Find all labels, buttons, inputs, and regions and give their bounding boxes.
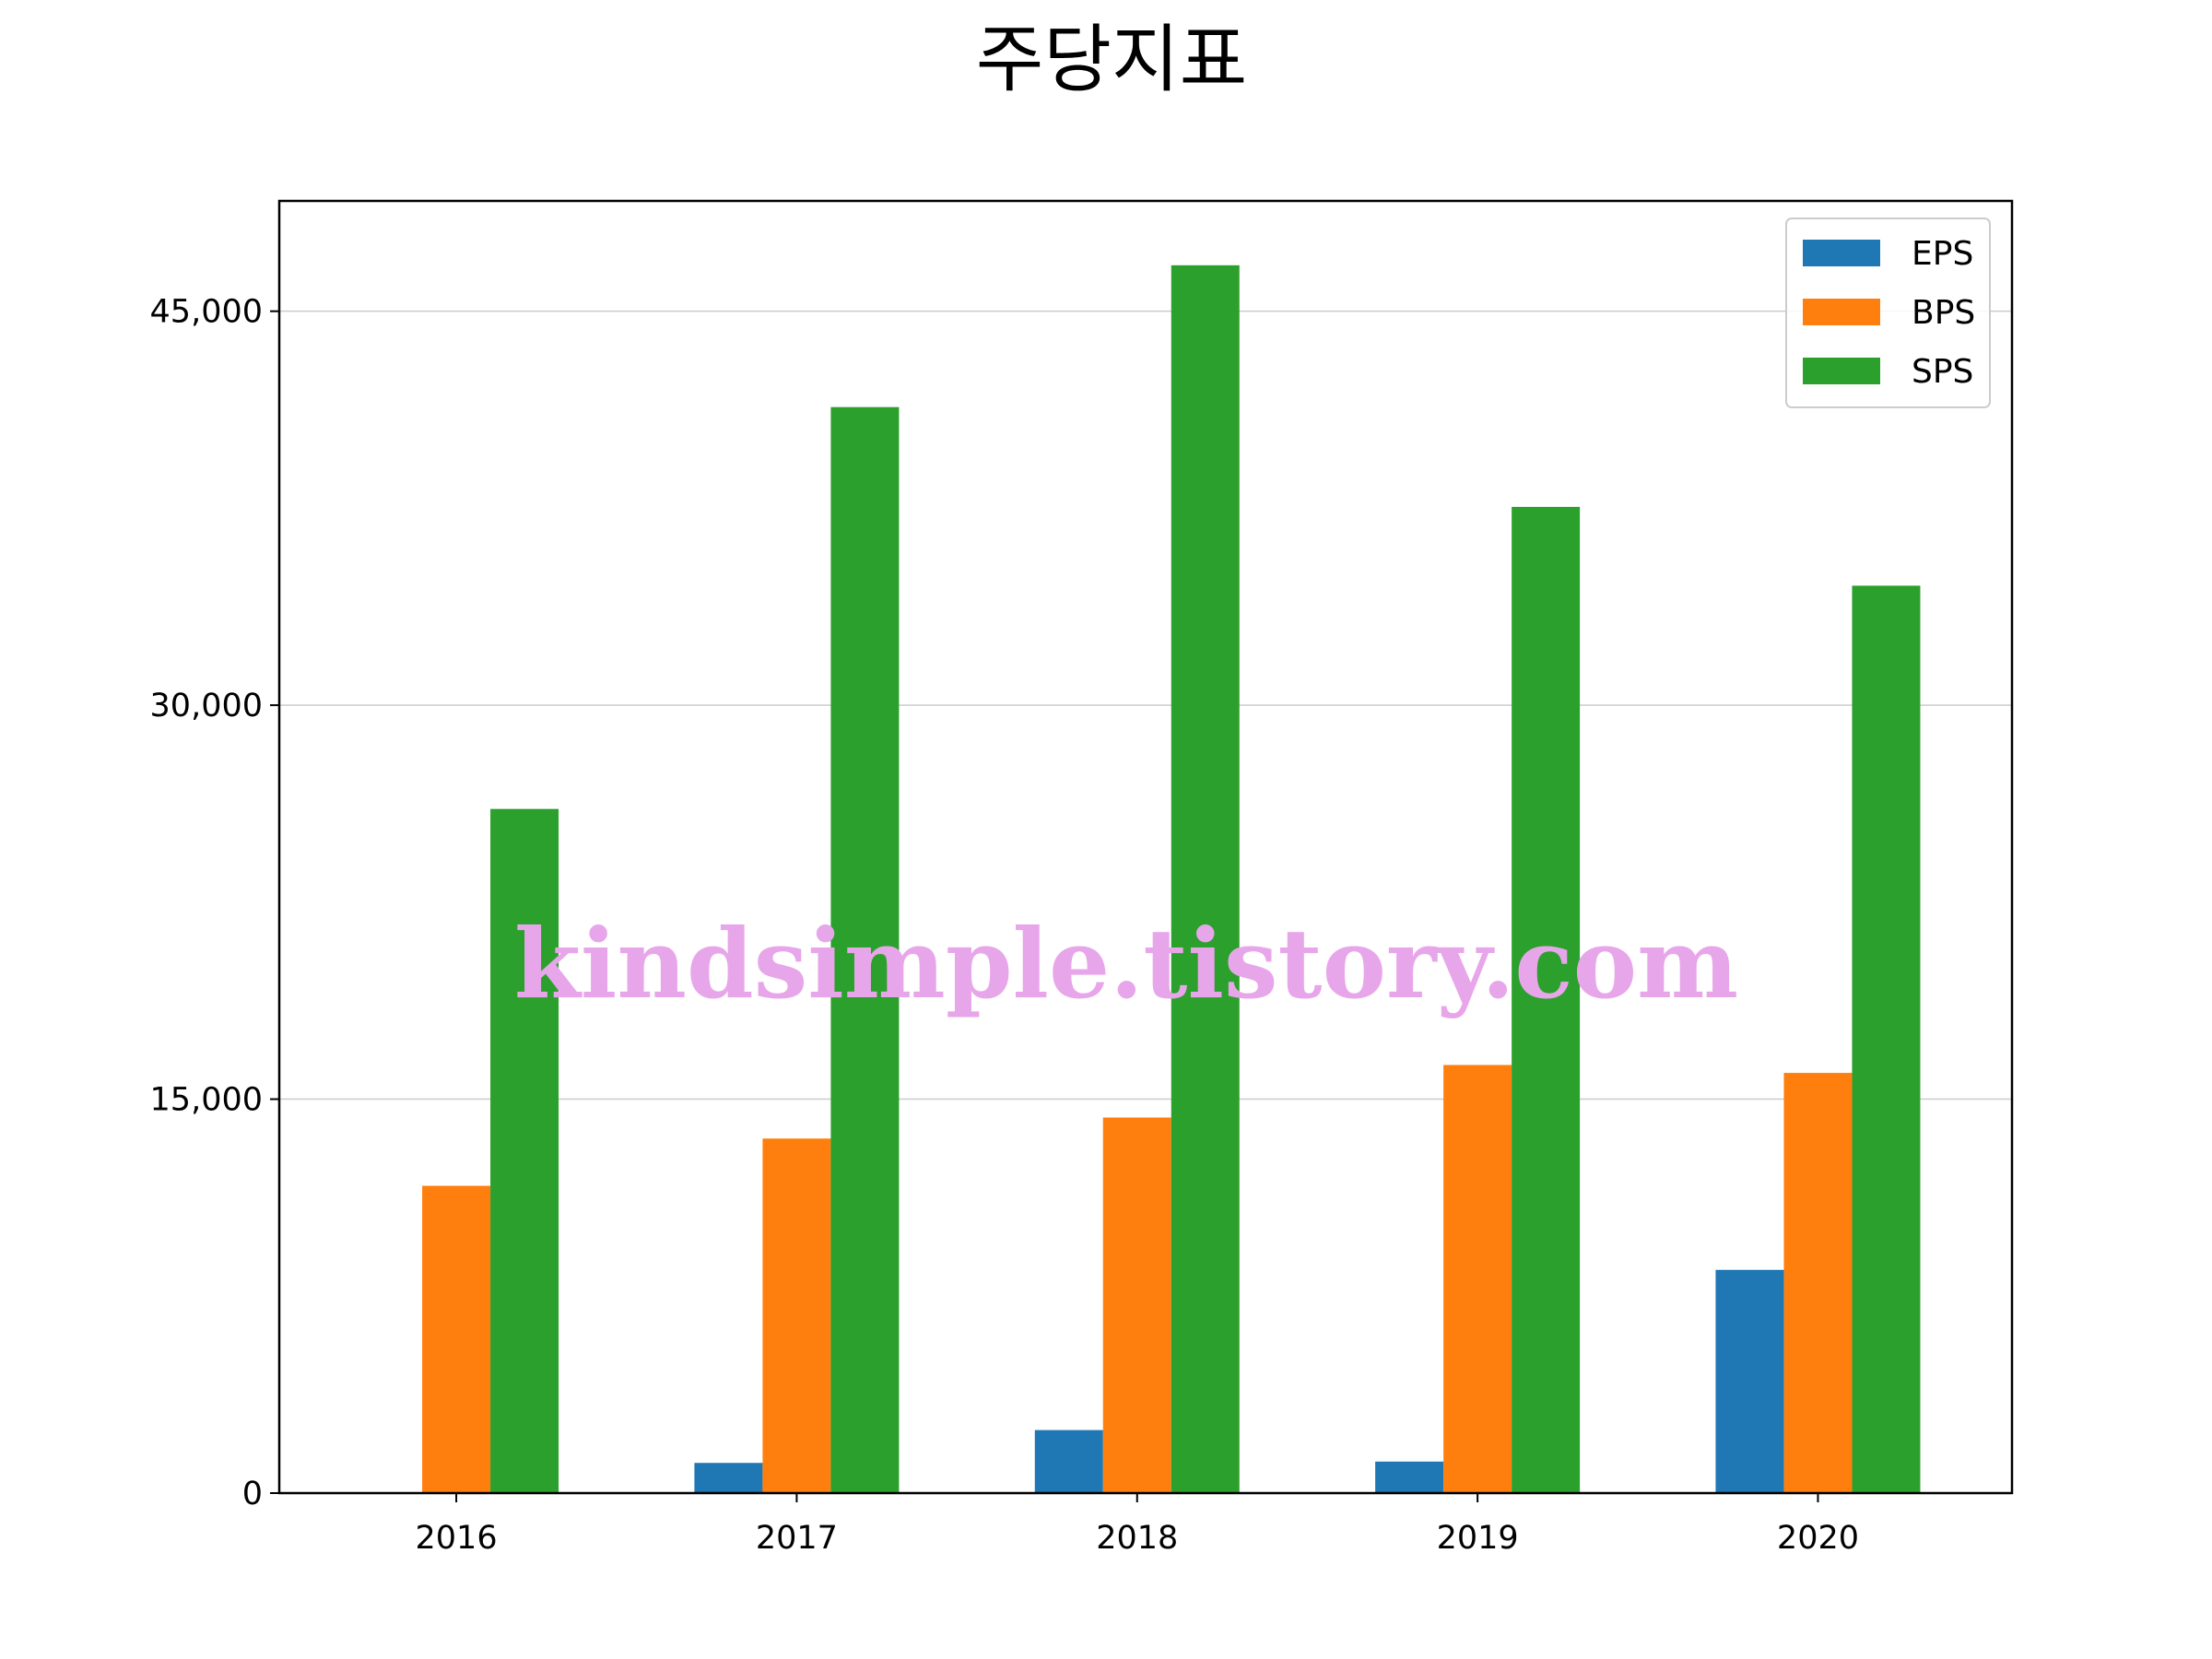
bar-eps-2019 — [1375, 1461, 1444, 1493]
x-tick-label: 2017 — [756, 1520, 838, 1557]
y-tick-label: 30,000 — [150, 688, 263, 724]
bar-sps-2017 — [830, 406, 900, 1493]
legend-swatch-sps — [1803, 358, 1880, 384]
legend-label-eps: EPS — [1912, 235, 1973, 273]
bar-sps-2019 — [1512, 506, 1581, 1493]
legend-label-sps: SPS — [1912, 353, 1973, 391]
bar-bps-2017 — [762, 1138, 831, 1493]
bar-bps-2019 — [1443, 1065, 1512, 1493]
bar-sps-2018 — [1171, 265, 1240, 1493]
legend-swatch-eps — [1803, 240, 1880, 266]
watermark-text: kindsimple.tistory.com — [514, 907, 1738, 1020]
plot-frame — [277, 199, 2014, 1495]
legend-label-bps: BPS — [1912, 294, 1975, 332]
y-tick-label: 45,000 — [150, 294, 263, 331]
axes: 0 15,000 30,000 45,000 2016 2017 2018 2019 2020 — [150, 199, 2014, 1557]
gridlines — [279, 310, 2012, 1100]
x-tick-label: 2020 — [1777, 1520, 1859, 1557]
bar-eps-2020 — [1715, 1269, 1784, 1493]
bars — [422, 265, 1921, 1493]
bar-sps-2020 — [1852, 585, 1921, 1493]
bar-bps-2020 — [1783, 1073, 1853, 1493]
x-tick-label: 2019 — [1437, 1520, 1519, 1557]
chart-title: 주당지표 — [976, 17, 1247, 102]
x-tick-label: 2018 — [1096, 1520, 1178, 1557]
legend-swatch-bps — [1803, 299, 1880, 325]
y-tick-label: 15,000 — [150, 1082, 263, 1119]
bar-bps-2016 — [422, 1185, 491, 1493]
bar-eps-2017 — [694, 1463, 763, 1493]
bar-bps-2018 — [1102, 1117, 1171, 1493]
y-tick-label: 0 — [242, 1476, 263, 1512]
x-tick-label: 2016 — [416, 1520, 498, 1557]
bar-eps-2018 — [1034, 1430, 1103, 1493]
legend: EPS BPS SPS — [1785, 218, 1991, 408]
bar-sps-2016 — [490, 808, 559, 1493]
